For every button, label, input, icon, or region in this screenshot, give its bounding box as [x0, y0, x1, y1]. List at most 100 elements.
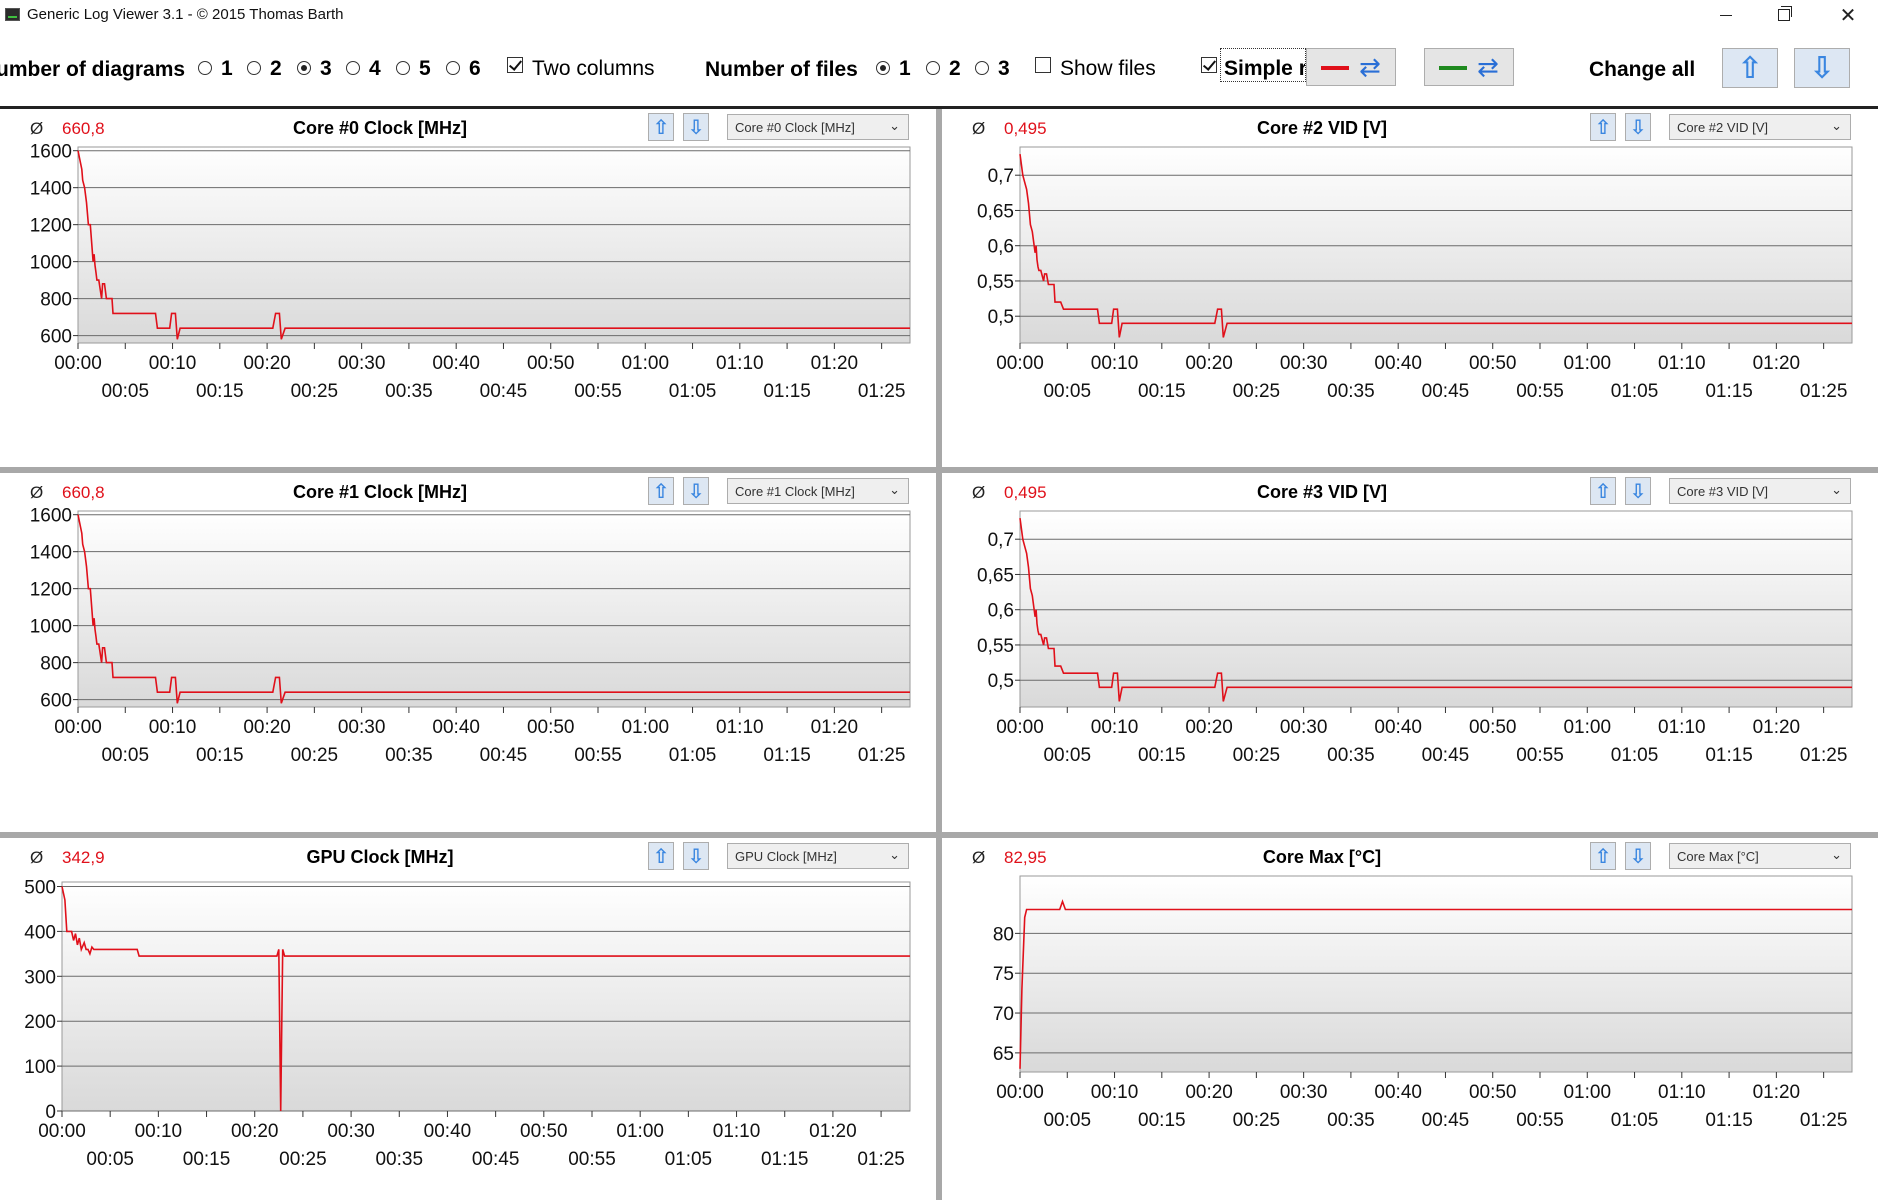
x-tick-label: 01:20 — [811, 717, 859, 738]
sensor-select[interactable]: Core #3 VID [V] ⌄ — [1669, 478, 1851, 504]
x-tick-label: 00:45 — [1422, 1110, 1470, 1131]
diagrams-radio-6[interactable] — [446, 61, 460, 75]
y-tick-label: 500 — [24, 877, 56, 898]
plot-area — [1019, 510, 1853, 708]
arrow-up-icon: ⇧ — [1594, 845, 1612, 868]
files-label: Number of files — [705, 58, 858, 81]
x-tick-label: 00:15 — [1138, 381, 1186, 402]
x-tick-label: 01:10 — [713, 1121, 761, 1142]
change-all-down-button[interactable]: ⇩ — [1794, 48, 1850, 88]
arrow-up-icon: ⇧ — [652, 116, 670, 139]
y-tick-label: 200 — [24, 1012, 56, 1033]
x-tick-label: 01:15 — [763, 381, 811, 402]
scale-up-button[interactable]: ⇧ — [648, 113, 674, 141]
close-button[interactable]: ✕ — [1820, 0, 1876, 30]
y-tick-label: 0,6 — [988, 237, 1014, 258]
files-radio-2[interactable] — [926, 61, 940, 75]
file2-color-button[interactable]: ⇄ — [1424, 48, 1514, 86]
y-tick-label: 600 — [40, 691, 72, 712]
scale-up-button[interactable]: ⇧ — [648, 477, 674, 505]
average-symbol: Ø — [972, 483, 986, 502]
scale-up-button[interactable]: ⇧ — [1590, 477, 1616, 505]
x-tick-label: 00:00 — [996, 717, 1044, 738]
sensor-select[interactable]: Core #2 VID [V] ⌄ — [1669, 114, 1851, 140]
restore-button[interactable] — [1756, 0, 1812, 30]
x-tick-label: 00:20 — [1185, 353, 1233, 374]
scale-down-button[interactable]: ⇩ — [683, 113, 709, 141]
scale-down-button[interactable]: ⇩ — [683, 842, 709, 870]
line-chart: 65 70 75 80 00:00 00:10 00:20 00:30 00:40 00:50 01… — [993, 875, 1853, 1131]
arrow-down-icon: ⇩ — [687, 116, 705, 139]
scale-up-button[interactable]: ⇧ — [1590, 113, 1616, 141]
scale-up-button[interactable]: ⇧ — [648, 842, 674, 870]
sensor-select[interactable]: Core Max [°C] ⌄ — [1669, 843, 1851, 869]
chevron-down-icon: ⌄ — [889, 118, 900, 133]
sensor-select-value: Core #0 Clock [MHz] — [735, 120, 855, 135]
y-tick-label: 0,6 — [988, 601, 1014, 622]
average-symbol: Ø — [30, 119, 44, 138]
x-tick-label: 00:20 — [243, 717, 291, 738]
sensor-select[interactable]: GPU Clock [MHz] ⌄ — [727, 843, 909, 869]
swap-icon: ⇄ — [1477, 52, 1499, 82]
x-tick-label: 00:05 — [101, 381, 149, 402]
x-tick-label: 00:25 — [291, 381, 339, 402]
scale-up-button[interactable]: ⇧ — [1590, 842, 1616, 870]
file2-color-line — [1439, 66, 1467, 70]
y-tick-label: 0,55 — [977, 636, 1014, 657]
x-tick-label: 00:30 — [1280, 1082, 1328, 1103]
x-tick-label: 00:35 — [385, 745, 433, 766]
arrow-down-icon: ⇩ — [687, 845, 705, 868]
scale-down-button[interactable]: ⇩ — [683, 477, 709, 505]
y-tick-label: 1600 — [30, 142, 72, 163]
x-tick-label: 00:15 — [196, 381, 244, 402]
sensor-select[interactable]: Core #1 Clock [MHz] ⌄ — [727, 478, 909, 504]
file1-color-button[interactable]: ⇄ — [1306, 48, 1396, 86]
files-radio-3-label: 3 — [998, 57, 1010, 80]
x-tick-label: 00:15 — [1138, 1110, 1186, 1131]
diagrams-radio-4-label: 4 — [369, 57, 381, 80]
change-all-up-button[interactable]: ⇧ — [1722, 48, 1778, 88]
x-tick-label: 00:50 — [520, 1121, 568, 1142]
diagram-title: Core #2 VID [V] — [1256, 118, 1388, 138]
simple-checkbox[interactable] — [1201, 57, 1217, 73]
scale-down-button[interactable]: ⇩ — [1625, 113, 1651, 141]
two-columns-checkbox[interactable] — [507, 57, 523, 73]
x-tick-label: 00:55 — [574, 745, 622, 766]
diagram-title: Core #0 Clock [MHz] — [292, 118, 468, 138]
files-radio-1[interactable] — [876, 61, 890, 75]
sensor-select-value: Core Max [°C] — [1677, 849, 1759, 864]
y-tick-label: 800 — [40, 290, 72, 311]
plot-area — [1019, 146, 1853, 344]
x-tick-label: 00:50 — [1469, 1082, 1517, 1103]
x-tick-label: 00:45 — [472, 1149, 520, 1170]
files-radio-2-label: 2 — [949, 57, 961, 80]
files-radio-3[interactable] — [975, 61, 989, 75]
sensor-select[interactable]: Core #0 Clock [MHz] ⌄ — [727, 114, 909, 140]
y-tick-label: 80 — [993, 924, 1014, 945]
scale-down-button[interactable]: ⇩ — [1625, 477, 1651, 505]
diagram-title: GPU Clock [MHz] — [306, 847, 454, 867]
arrow-up-icon: ⇧ — [1594, 480, 1612, 503]
y-tick-label: 65 — [993, 1044, 1014, 1065]
diagrams-radio-1[interactable] — [198, 61, 212, 75]
diagram-panel: Ø 660,8 Core #1 Clock [MHz] ⇧ ⇩ Core #1 Clock… — [0, 473, 936, 832]
diagrams-radio-4[interactable] — [346, 61, 360, 75]
minimize-button[interactable] — [1698, 0, 1754, 30]
y-tick-label: 300 — [24, 967, 56, 988]
x-tick-label: 00:45 — [1422, 381, 1470, 402]
show-files-checkbox[interactable] — [1035, 57, 1051, 73]
arrow-down-icon: ⇩ — [1629, 480, 1647, 503]
scale-down-button[interactable]: ⇩ — [1625, 842, 1651, 870]
x-tick-label: 00:55 — [1516, 381, 1564, 402]
average-value: 0,495 — [1004, 119, 1047, 138]
x-tick-label: 01:25 — [1800, 745, 1848, 766]
series-line — [77, 150, 910, 340]
x-tick-label: 01:00 — [616, 1121, 664, 1142]
diagrams-radio-5[interactable] — [396, 61, 410, 75]
diagrams-radio-3[interactable] — [297, 61, 311, 75]
x-tick-label: 00:10 — [1091, 1082, 1139, 1103]
average-value: 660,8 — [62, 119, 105, 138]
diagrams-radio-2[interactable] — [247, 61, 261, 75]
y-tick-label: 0,55 — [977, 272, 1014, 293]
